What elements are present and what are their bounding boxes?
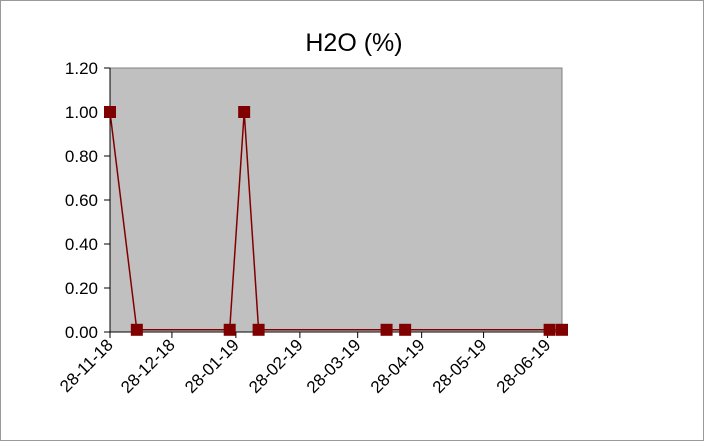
y-tick-label: 1.20 xyxy=(65,59,98,78)
data-point xyxy=(238,106,251,118)
y-tick-label: 0.40 xyxy=(65,235,98,254)
y-tick-label: 0.60 xyxy=(65,191,98,210)
data-point xyxy=(130,323,143,336)
x-axis: 28-11-18 28-12-18 28-01-19 28-02-1928-03-19… xyxy=(56,331,562,397)
y-tick-label: 0.20 xyxy=(65,279,98,298)
data-point xyxy=(399,323,412,336)
x-tick-label: 28-04-19 xyxy=(367,335,429,397)
data-point xyxy=(380,323,393,336)
y-tick-label: 1.00 xyxy=(65,103,98,122)
data-point xyxy=(543,323,556,336)
y-axis: 0.00 0.20 0.40 0.60 0.80 1.00 1.20 xyxy=(65,59,111,342)
series-layer xyxy=(104,106,568,336)
plot-area xyxy=(109,67,563,333)
data-point xyxy=(556,323,568,336)
data-point xyxy=(223,323,236,336)
data-point xyxy=(104,106,116,118)
x-tick-label: 28-01-19 xyxy=(181,335,243,397)
x-tick-label: 28-11-18 xyxy=(56,335,117,396)
chart-title: H2O (%) xyxy=(305,29,402,57)
x-tick-label: 28-03-19 xyxy=(303,335,365,397)
x-tick-label: 28-12-18 xyxy=(117,335,179,397)
x-tick-label: 28-02-19 xyxy=(245,335,307,397)
y-tick-label: 0.80 xyxy=(65,147,98,166)
data-point xyxy=(252,323,265,336)
x-tick-label: 28-06-19 xyxy=(493,335,555,397)
y-tick-label: 0.00 xyxy=(65,323,98,342)
x-tick-label: 28-05-19 xyxy=(429,335,491,397)
